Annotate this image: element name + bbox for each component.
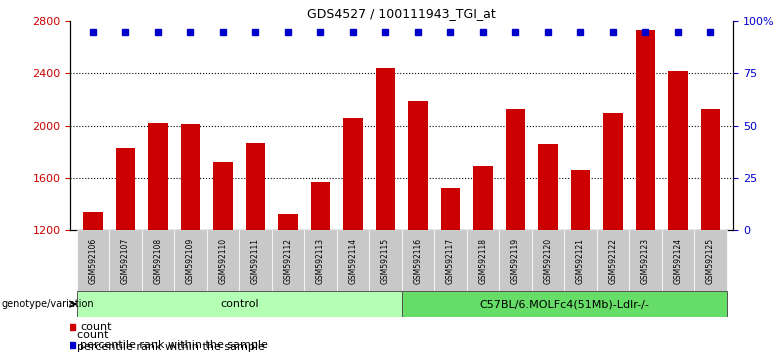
Text: GSM592106: GSM592106 [88, 238, 98, 284]
Text: genotype/variation: genotype/variation [2, 299, 94, 309]
Bar [207, 230, 239, 292]
Bar [629, 230, 661, 292]
Text: GSM592110: GSM592110 [218, 238, 228, 284]
Bar [213, 162, 232, 230]
Bar [343, 118, 363, 230]
Text: GSM592123: GSM592123 [641, 238, 650, 284]
Bar [109, 230, 142, 292]
Bar [142, 230, 174, 292]
Text: GSM592118: GSM592118 [478, 238, 488, 284]
Bar [376, 68, 395, 230]
Bar [76, 291, 402, 317]
Text: GSM592109: GSM592109 [186, 238, 195, 284]
Bar [700, 109, 720, 230]
Bar [636, 30, 655, 230]
Bar [603, 113, 622, 230]
Bar [246, 143, 265, 230]
Bar [597, 230, 629, 292]
Text: control: control [220, 299, 258, 309]
Text: GSM592116: GSM592116 [413, 238, 423, 284]
Text: count: count [80, 322, 112, 332]
Bar [564, 230, 597, 292]
Text: GSM592107: GSM592107 [121, 238, 130, 284]
Bar [466, 230, 499, 292]
Bar [115, 148, 135, 230]
Text: GSM592108: GSM592108 [154, 238, 162, 284]
Bar [668, 71, 688, 230]
Bar [148, 123, 168, 230]
Text: GSM592111: GSM592111 [251, 238, 260, 284]
Bar [402, 291, 727, 317]
Title: GDS4527 / 100111943_TGI_at: GDS4527 / 100111943_TGI_at [307, 7, 496, 20]
Text: GSM592117: GSM592117 [446, 238, 455, 284]
Text: count: count [70, 330, 108, 339]
Text: C57BL/6.MOLFc4(51Mb)-Ldlr-/-: C57BL/6.MOLFc4(51Mb)-Ldlr-/- [479, 299, 649, 309]
Bar [441, 188, 460, 230]
Bar [181, 124, 200, 230]
Bar [271, 230, 304, 292]
Text: GSM592125: GSM592125 [706, 238, 715, 284]
Bar [571, 170, 590, 230]
Bar [310, 182, 330, 230]
Text: GSM592120: GSM592120 [544, 238, 552, 284]
Text: percentile rank within the sample: percentile rank within the sample [70, 342, 265, 352]
Bar [304, 230, 337, 292]
Text: GSM592113: GSM592113 [316, 238, 325, 284]
Text: GSM592121: GSM592121 [576, 238, 585, 284]
Bar [337, 230, 369, 292]
Bar [661, 230, 694, 292]
Bar [408, 101, 427, 230]
Text: GSM592122: GSM592122 [608, 238, 618, 284]
Bar [278, 215, 298, 230]
Bar [76, 230, 109, 292]
Bar [694, 230, 727, 292]
Bar [532, 230, 564, 292]
Bar [505, 109, 525, 230]
Text: GSM592112: GSM592112 [283, 238, 292, 284]
Bar [239, 230, 271, 292]
Bar [174, 230, 207, 292]
Text: GSM592114: GSM592114 [349, 238, 357, 284]
Bar [402, 230, 434, 292]
Bar [499, 230, 532, 292]
Text: GSM592119: GSM592119 [511, 238, 520, 284]
Text: GSM592115: GSM592115 [381, 238, 390, 284]
Text: GSM592124: GSM592124 [673, 238, 682, 284]
Bar [369, 230, 402, 292]
Bar [538, 144, 558, 230]
Bar [434, 230, 466, 292]
Text: percentile rank within the sample: percentile rank within the sample [80, 340, 268, 350]
Bar [83, 212, 103, 230]
Bar [473, 166, 493, 230]
